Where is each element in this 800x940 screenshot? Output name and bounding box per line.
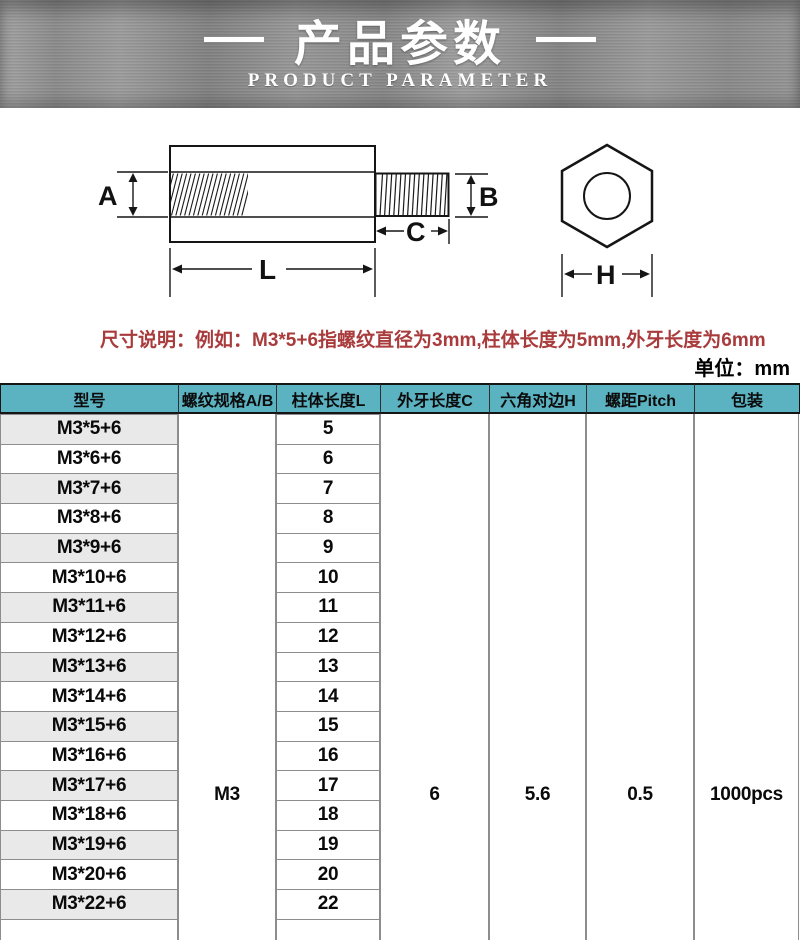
model-cell: M3*6+6 xyxy=(0,443,178,475)
spec-table: 型号 螺纹规格A/B 柱体长度L 外牙长度C 六角对边H 螺距Pitch 包装 … xyxy=(0,383,800,940)
packing-merged-cell: 1000pcs xyxy=(694,414,799,940)
length-cell: 10 xyxy=(276,562,380,594)
model-column: M3*5+6 M3*6+6 M3*7+6 M3*8+6 M3*9+6 M3*10… xyxy=(0,414,178,940)
page-subtitle: PRODUCT PARAMETER xyxy=(247,70,553,91)
length-cell: 9 xyxy=(276,532,380,564)
dimension-b xyxy=(455,173,488,218)
length-cell: 14 xyxy=(276,681,380,712)
banner: 产品参数 PRODUCT PARAMETER xyxy=(0,0,800,108)
title-dash-left xyxy=(203,36,264,42)
model-cell: M3*22+6 xyxy=(0,889,178,920)
length-cell: 8 xyxy=(276,503,380,534)
length-cell: 11 xyxy=(276,592,380,623)
length-cell: 15 xyxy=(276,710,380,742)
label-c: C xyxy=(406,217,426,247)
hex-width-merged-cell: 5.6 xyxy=(489,414,586,940)
standoff-technical-drawing: A B C xyxy=(98,143,654,297)
length-cell: 5 xyxy=(276,414,380,445)
table-header-row: 型号 螺纹规格A/B 柱体长度L 外牙长度C 六角对边H 螺距Pitch 包装 xyxy=(0,383,800,414)
length-cell: 17 xyxy=(276,770,380,801)
length-cell: 19 xyxy=(276,829,380,861)
thread-spec-merged-cell: M3 xyxy=(178,414,276,940)
model-cell: M3*15+6 xyxy=(0,710,178,742)
model-cell: M3*9+6 xyxy=(0,532,178,564)
pitch-value: 0.5 xyxy=(627,784,653,805)
unit-label: 单位：mm xyxy=(694,358,790,380)
model-cell: M3*10+6 xyxy=(0,562,178,594)
internal-thread-hatch xyxy=(171,173,248,216)
model-cell: M3*19+6 xyxy=(0,829,178,861)
length-cell: 20 xyxy=(276,859,380,890)
model-cell: M3*17+6 xyxy=(0,770,178,801)
length-cell xyxy=(276,918,380,940)
table-body: M3*5+6 M3*6+6 M3*7+6 M3*8+6 M3*9+6 M3*10… xyxy=(0,414,800,940)
model-cell: M3*11+6 xyxy=(0,592,178,623)
model-cell: M3*18+6 xyxy=(0,799,178,831)
external-length-value: 6 xyxy=(429,784,440,805)
model-cell: M3*13+6 xyxy=(0,651,178,683)
banner-title-row: 产品参数 xyxy=(0,8,800,71)
length-cell: 6 xyxy=(276,443,380,475)
model-cell xyxy=(0,918,178,940)
standoff-side-view: A B C xyxy=(98,145,499,297)
dimension-l xyxy=(169,248,376,297)
page-title: 产品参数 xyxy=(293,18,506,71)
hex-end-view: H xyxy=(560,143,654,297)
packing-value: 1000pcs xyxy=(710,784,783,805)
dimension-a xyxy=(117,171,168,218)
length-cell: 22 xyxy=(276,889,380,920)
column-header-body-length: 柱体长度L xyxy=(276,383,380,414)
length-cell: 7 xyxy=(276,473,380,505)
column-header-external-length: 外牙长度C xyxy=(380,383,489,414)
size-note: 尺寸说明：例如：M3*5+6指螺纹直径为3mm,柱体长度为5mm,外牙长度为6m… xyxy=(100,330,766,351)
external-length-merged-cell: 6 xyxy=(380,414,489,940)
body-length-column: 5 6 7 8 9 10 11 12 13 14 15 16 17 18 19 … xyxy=(276,414,380,940)
hex-width-value: 5.6 xyxy=(524,784,551,805)
length-cell: 18 xyxy=(276,799,380,831)
label-b: B xyxy=(479,182,499,212)
model-cell: M3*16+6 xyxy=(0,740,178,772)
column-header-packing: 包装 xyxy=(694,383,800,414)
model-cell: M3*7+6 xyxy=(0,473,178,505)
label-l: L xyxy=(259,254,276,285)
column-header-hex-width: 六角对边H xyxy=(489,383,586,414)
pitch-merged-cell: 0.5 xyxy=(586,414,694,940)
length-cell: 16 xyxy=(276,740,380,772)
model-cell: M3*12+6 xyxy=(0,621,178,653)
model-cell: M3*20+6 xyxy=(0,859,178,890)
length-cell: 13 xyxy=(276,651,380,683)
label-a: A xyxy=(98,181,118,211)
column-header-model: 型号 xyxy=(0,383,178,414)
model-cell: M3*8+6 xyxy=(0,503,178,534)
column-header-thread-spec: 螺纹规格A/B xyxy=(178,383,276,414)
thread-spec-value: M3 xyxy=(214,784,240,805)
title-dash-right xyxy=(536,36,596,42)
model-cell: M3*5+6 xyxy=(0,414,178,445)
column-header-pitch: 螺距Pitch xyxy=(586,383,694,414)
label-h: H xyxy=(596,260,616,290)
model-cell: M3*14+6 xyxy=(0,681,178,712)
external-thread-stud xyxy=(374,172,450,217)
length-cell: 12 xyxy=(276,621,380,653)
